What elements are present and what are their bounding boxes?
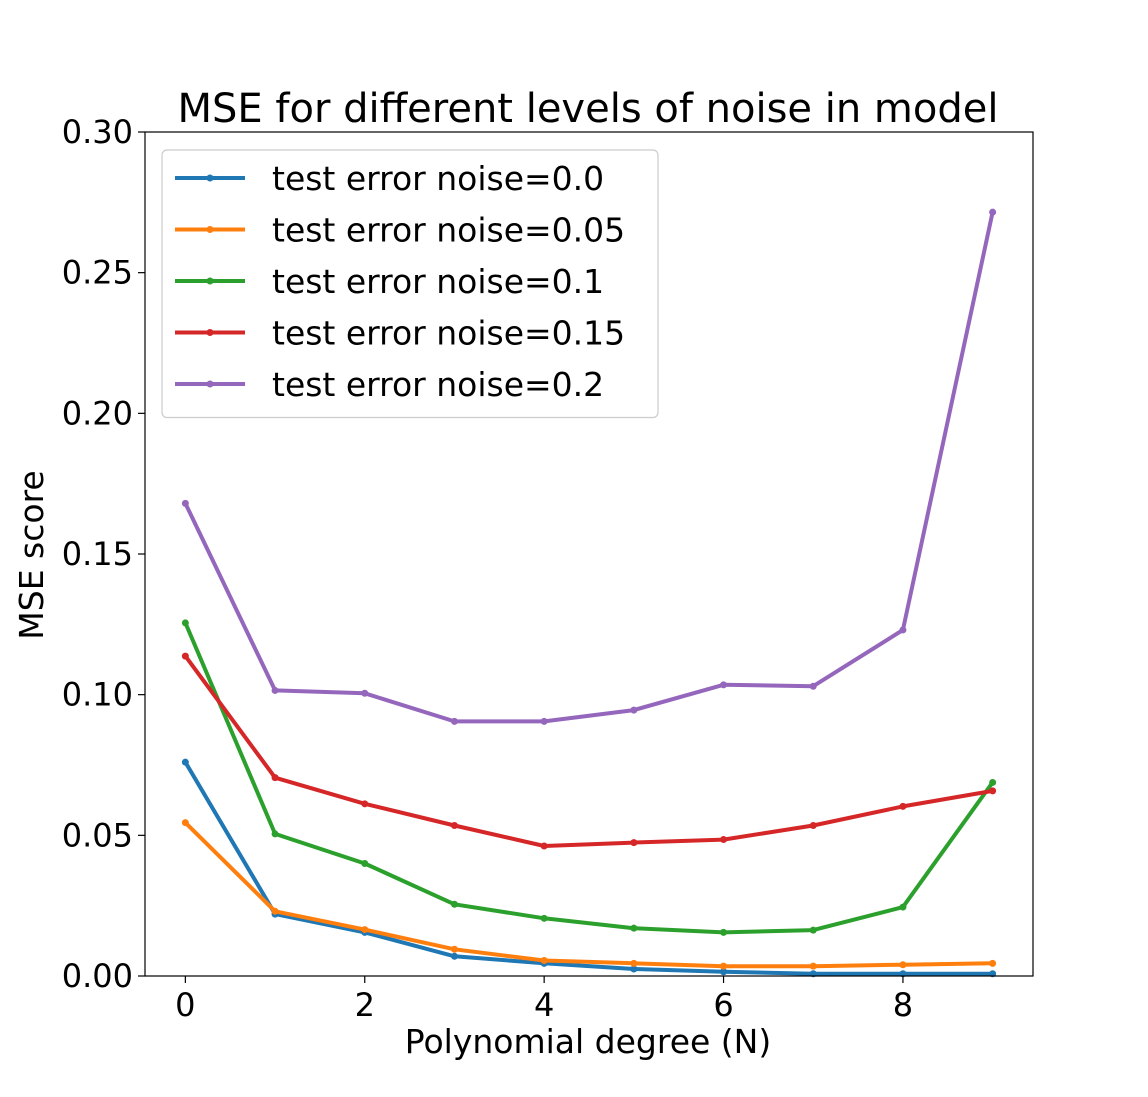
legend-marker — [206, 380, 214, 388]
series-line-2 — [183, 620, 995, 935]
data-point — [361, 926, 369, 934]
data-point — [540, 842, 548, 850]
y-tick-label: 0.00 — [62, 957, 133, 995]
data-point — [989, 787, 997, 795]
data-point — [989, 208, 997, 216]
x-axis-label: Polynomial degree (N) — [405, 1022, 771, 1061]
data-point — [271, 907, 279, 915]
y-tick-label: 0.30 — [62, 113, 133, 151]
data-point — [271, 686, 279, 694]
legend-marker — [206, 277, 214, 285]
series-line-1 — [183, 820, 995, 969]
data-point — [720, 962, 728, 970]
legend-label: test error noise=0.15 — [272, 314, 625, 353]
data-point — [630, 706, 638, 714]
data-point — [720, 928, 728, 936]
data-point — [361, 800, 369, 808]
data-point — [630, 924, 638, 932]
legend-marker — [206, 226, 214, 233]
data-point — [989, 778, 997, 786]
data-point — [630, 965, 638, 973]
legend-marker — [206, 329, 214, 336]
series-line-3 — [183, 654, 995, 848]
x-tick-label: 4 — [534, 986, 554, 1024]
data-point — [181, 619, 189, 627]
x-tick-label: 0 — [175, 986, 195, 1024]
data-point — [450, 821, 458, 829]
y-tick-label: 0.25 — [62, 254, 133, 292]
data-point — [540, 717, 548, 725]
data-point — [809, 682, 817, 690]
data-point — [450, 900, 458, 908]
data-point — [989, 959, 997, 967]
legend-label: test error noise=0.05 — [272, 211, 625, 250]
x-tick-label: 8 — [893, 986, 913, 1024]
data-point — [540, 957, 548, 965]
data-point — [899, 802, 907, 810]
data-point — [361, 859, 369, 867]
legend-box — [161, 149, 659, 419]
data-point — [181, 499, 189, 507]
data-point — [630, 959, 638, 967]
data-point — [450, 717, 458, 725]
y-tick-label: 0.20 — [62, 394, 133, 432]
data-point — [450, 952, 458, 960]
data-point — [540, 914, 548, 922]
data-point — [899, 961, 907, 969]
legend-label: test error noise=0.1 — [272, 262, 604, 301]
y-axis-label: MSE score — [12, 470, 51, 639]
data-point — [720, 836, 728, 844]
series-line-4 — [183, 210, 995, 724]
data-point — [809, 962, 817, 970]
data-point — [271, 830, 279, 838]
y-tick-label: 0.10 — [62, 676, 133, 714]
data-point — [361, 689, 369, 697]
x-tick-label: 6 — [713, 986, 733, 1024]
data-point — [720, 681, 728, 689]
y-tick-label: 0.15 — [62, 535, 133, 573]
data-point — [809, 926, 817, 934]
data-point — [899, 903, 907, 911]
data-point — [450, 945, 458, 953]
x-tick-label: 2 — [355, 986, 375, 1024]
data-point — [630, 839, 638, 847]
series-line-0 — [183, 760, 995, 976]
data-point — [181, 758, 189, 766]
data-point — [181, 819, 189, 827]
plot-area: 0 2 4 6 8 0.00 0.05 0.10 0.15 0.20 0.25 0.30 — [62, 113, 1034, 1024]
data-point — [899, 626, 907, 634]
data-point — [720, 968, 728, 976]
y-tick-label: 0.05 — [62, 816, 133, 854]
legend-marker — [206, 174, 214, 182]
legend: test error noise=0.0 test error noise=0.0… — [161, 149, 659, 419]
legend-label: test error noise=0.2 — [272, 365, 604, 404]
data-point — [809, 821, 817, 829]
data-point — [271, 774, 279, 782]
legend-label: test error noise=0.0 — [272, 159, 604, 198]
chart-title: MSE for different levels of noise in mod… — [178, 86, 999, 132]
data-point — [181, 652, 189, 660]
